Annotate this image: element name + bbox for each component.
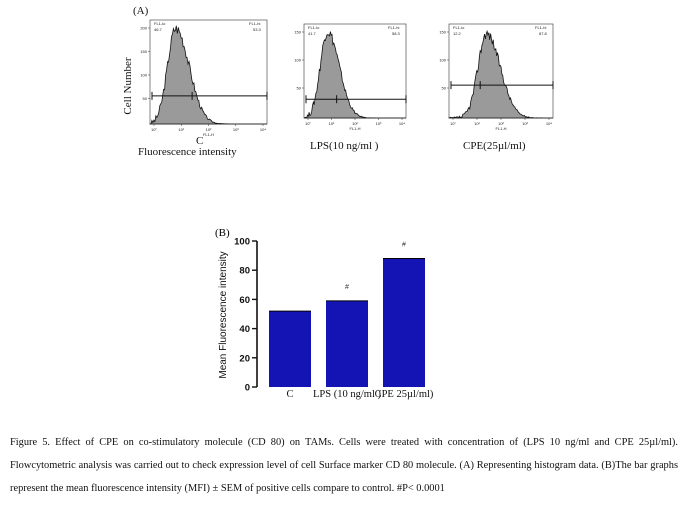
x-tick-label: 10¹ xyxy=(329,121,335,126)
panel-a-x-axis-label: Fluorescence intensity xyxy=(138,146,237,158)
gate-right-label: FL1-hi xyxy=(249,21,260,26)
x-tick-label: 10² xyxy=(206,127,212,132)
panel-a-y-axis-label: Cell Number xyxy=(122,57,134,115)
bar xyxy=(326,300,368,387)
x-tick-label: 10³ xyxy=(233,127,239,132)
x-tick-label: 10² xyxy=(498,121,504,126)
significance-mark: # xyxy=(345,284,349,291)
gate-left-label: FL1-lo xyxy=(308,25,320,30)
histogram-curve xyxy=(448,29,553,119)
x-axis-channel-label: FL1-H xyxy=(349,126,360,131)
y-tick-label: 20 xyxy=(239,353,250,364)
histogram-curve xyxy=(303,31,406,119)
x-axis-channel-label: FL1-H xyxy=(495,126,506,131)
x-tick-label: 10² xyxy=(352,121,358,126)
y-tick-label: 150 xyxy=(294,30,301,35)
histogram-curve xyxy=(149,25,267,125)
x-tick-label: C xyxy=(286,389,293,400)
gate-left-value: 41.7 xyxy=(308,31,317,36)
y-tick-label: 0 xyxy=(245,383,250,394)
x-tick-label: CPE 25µl/ml) xyxy=(375,389,434,400)
panel-b-label: (B) xyxy=(215,227,230,239)
gate-left-value: 12.2 xyxy=(453,31,462,36)
y-tick-label: 40 xyxy=(239,324,250,335)
x-tick-label: 10¹ xyxy=(474,121,480,126)
y-tick-label: 60 xyxy=(239,295,250,306)
condition-label-cpe: CPE(25µl/ml) xyxy=(463,140,526,152)
x-tick-label: 10⁴ xyxy=(399,121,405,126)
gate-right-value: 58.3 xyxy=(392,31,401,36)
figure-caption: Figure 5. Effect of CPE on co-stimulator… xyxy=(10,437,678,494)
gate-left-value: 46.7 xyxy=(154,27,163,32)
x-axis-channel-label: FL1-H xyxy=(203,132,214,137)
gate-right-value: 87.8 xyxy=(539,31,548,36)
y-axis-title: Mean Fluorescence intensity xyxy=(218,251,229,378)
x-tick-label: 10⁴ xyxy=(260,127,266,132)
y-tick-label: 100 xyxy=(140,73,147,78)
y-tick-label: 50 xyxy=(143,96,148,101)
panel-a-label: (A) xyxy=(133,5,149,17)
y-tick-label: 100 xyxy=(294,58,301,63)
y-tick-label: 150 xyxy=(439,30,446,35)
gate-left-label: FL1-lo xyxy=(453,25,465,30)
gate-right-label: FL1-hi xyxy=(388,25,399,30)
y-tick-label: 50 xyxy=(297,86,302,91)
x-tick-label: LPS (10 ng/ml ) xyxy=(313,389,381,400)
bar xyxy=(269,311,311,387)
x-tick-label: 10° xyxy=(151,127,157,132)
x-tick-label: 10° xyxy=(305,121,311,126)
bar-chart: (B) Mean Fluorescence intensity 0 20 40 60 8… xyxy=(215,227,434,400)
gate-right-value: 53.3 xyxy=(253,27,262,32)
y-tick-label: 100 xyxy=(439,58,446,63)
x-tick-label: 10³ xyxy=(376,121,382,126)
y-tick-label: 100 xyxy=(234,237,250,248)
significance-mark: # xyxy=(402,242,406,249)
x-tick-label: 10³ xyxy=(522,121,528,126)
x-tick-label: 10⁴ xyxy=(546,121,552,126)
y-tick-label: 150 xyxy=(140,49,147,54)
gate-right-label: FL1-hi xyxy=(535,25,546,30)
condition-label-control: C xyxy=(196,135,204,147)
y-tick-label: 50 xyxy=(442,86,447,91)
gate-left-label: FL1-lo xyxy=(154,21,166,26)
condition-label-lps: LPS(10 ng/ml ) xyxy=(310,140,379,152)
x-tick-label: 10° xyxy=(450,121,456,126)
x-tick-label: 10¹ xyxy=(178,127,184,132)
bar xyxy=(383,258,425,387)
y-tick-label: 200 xyxy=(140,26,147,31)
y-tick-label: 80 xyxy=(239,266,250,277)
